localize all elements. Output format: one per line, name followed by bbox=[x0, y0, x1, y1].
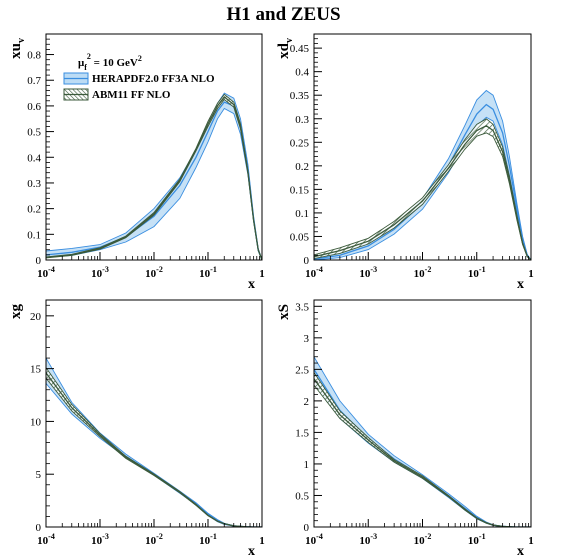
x-tick-label: 10-3 bbox=[359, 532, 377, 547]
x-axis-label: x bbox=[248, 277, 255, 292]
x-tick-label: 10-1 bbox=[468, 532, 486, 547]
band-herapdf bbox=[314, 89, 531, 260]
panel-xg: 0 5 10 15 20 10-4 10-3 10-2 10-1 1x xg bbox=[8, 299, 265, 558]
y-tick-label: 3.5 bbox=[295, 301, 309, 313]
legend-entry-abm11: ABM11 FF NLO bbox=[63, 88, 171, 101]
y-tick-label: 3 bbox=[304, 333, 310, 345]
figure-title: H1 and ZEUS bbox=[226, 4, 341, 25]
plot-area bbox=[314, 355, 531, 527]
y-axis-label: xdv bbox=[276, 38, 295, 59]
band-abm11 bbox=[314, 371, 531, 527]
band-herapdf bbox=[314, 355, 531, 527]
y-tick-label: 0.6 bbox=[27, 101, 41, 113]
y-tick-label: 0.2 bbox=[27, 204, 41, 216]
y-tick-label: 1.5 bbox=[295, 427, 309, 439]
x-tick-label: 10-4 bbox=[305, 532, 323, 547]
y-tick-label: 5 bbox=[36, 469, 42, 481]
x-tick-label: 10-4 bbox=[37, 265, 55, 280]
x-tick-label: 10-3 bbox=[359, 265, 377, 280]
y-tick-label: 0.5 bbox=[295, 490, 309, 502]
y-axis-label: xS bbox=[276, 304, 292, 320]
y-tick-label: 1 bbox=[304, 459, 310, 471]
y-tick-label: 0.35 bbox=[290, 90, 310, 102]
panel-xuv: 0 0.1 0.2 0.3 0.4 0.5 0.6 0.7 0.8 10-4 10-3 10-2 10-… bbox=[8, 33, 265, 292]
y-tick-label: 0.3 bbox=[27, 178, 41, 190]
legend: μf2 = 10 GeV2 HERAPDF2.0 FF3A NLO ABM11 … bbox=[63, 52, 215, 101]
y-tick-label: 0.1 bbox=[295, 208, 309, 220]
y-tick-label: 0.4 bbox=[27, 152, 41, 164]
line-abm11 bbox=[314, 378, 531, 527]
line-herapdf bbox=[314, 103, 531, 260]
legend-label-abm11: ABM11 FF NLO bbox=[92, 89, 171, 101]
y-axis-label: xuv bbox=[8, 38, 27, 59]
y-tick-label: 0.5 bbox=[27, 127, 41, 139]
y-tick-label: 10 bbox=[30, 416, 42, 428]
legend-label-herapdf: HERAPDF2.0 FF3A NLO bbox=[92, 73, 215, 85]
line-abm11 bbox=[46, 372, 262, 527]
x-tick-label: 10-1 bbox=[468, 265, 486, 280]
x-axis-label: x bbox=[517, 277, 524, 292]
y-tick-label: 15 bbox=[30, 364, 42, 376]
x-tick-label: 10-4 bbox=[305, 265, 323, 280]
y-tick-label: 0.05 bbox=[290, 231, 310, 243]
panel-xdv: 0 0.05 0.1 0.15 0.2 0.25 0.3 0.35 0.4 0.45 10-4 10-… bbox=[276, 33, 534, 292]
line-herapdf bbox=[46, 370, 262, 527]
x-axis-label: x bbox=[517, 544, 524, 558]
legend-entry-herapdf: HERAPDF2.0 FF3A NLO bbox=[63, 72, 215, 85]
y-tick-label: 0 bbox=[36, 255, 42, 267]
x-tick-label: 10-2 bbox=[414, 532, 432, 547]
y-tick-label: 0.45 bbox=[290, 43, 310, 55]
x-tick-label: 1 bbox=[528, 268, 534, 280]
x-tick-label: 10-2 bbox=[145, 265, 163, 280]
y-tick-label: 0.8 bbox=[27, 50, 41, 62]
y-tick-label: 0.3 bbox=[295, 114, 309, 126]
y-tick-label: 0.2 bbox=[295, 161, 309, 173]
band-abm11 bbox=[46, 366, 262, 527]
band-abm11 bbox=[46, 93, 262, 260]
band-herapdf bbox=[46, 357, 262, 527]
x-axis-label: x bbox=[248, 544, 255, 558]
y-tick-label: 0.7 bbox=[27, 75, 41, 87]
y-tick-label: 2.5 bbox=[295, 364, 309, 376]
y-tick-label: 0.15 bbox=[290, 184, 310, 196]
x-tick-label: 1 bbox=[259, 268, 265, 280]
x-tick-label: 10-2 bbox=[414, 265, 432, 280]
x-tick-label: 10-1 bbox=[199, 532, 217, 547]
plot-area bbox=[46, 92, 262, 260]
y-tick-label: 0.4 bbox=[295, 67, 309, 79]
y-axis-label: xg bbox=[8, 304, 24, 320]
x-tick-label: 10-3 bbox=[91, 532, 109, 547]
line-herapdf bbox=[314, 369, 531, 527]
line-abm11 bbox=[46, 95, 262, 260]
y-tick-label: 20 bbox=[30, 311, 42, 323]
plot-area bbox=[314, 89, 531, 260]
x-tick-label: 1 bbox=[259, 535, 265, 547]
band-herapdf bbox=[46, 92, 262, 260]
y-tick-label: 0.25 bbox=[290, 137, 310, 149]
x-tick-label: 10-4 bbox=[37, 532, 55, 547]
plot-area bbox=[46, 357, 262, 527]
x-tick-label: 10-3 bbox=[91, 265, 109, 280]
x-tick-label: 1 bbox=[528, 535, 534, 547]
y-tick-label: 0 bbox=[304, 522, 310, 534]
y-tick-label: 0.1 bbox=[27, 229, 41, 241]
band-abm11 bbox=[314, 118, 531, 260]
x-tick-label: 10-2 bbox=[145, 532, 163, 547]
x-tick-label: 10-1 bbox=[199, 265, 217, 280]
y-tick-label: 0 bbox=[36, 522, 42, 534]
line-abm11 bbox=[314, 125, 531, 260]
y-tick-label: 2 bbox=[304, 396, 310, 408]
line-herapdf bbox=[46, 101, 262, 260]
legend-scale-label: μf2 = 10 GeV2 bbox=[78, 52, 142, 72]
y-tick-label: 0 bbox=[304, 255, 310, 267]
